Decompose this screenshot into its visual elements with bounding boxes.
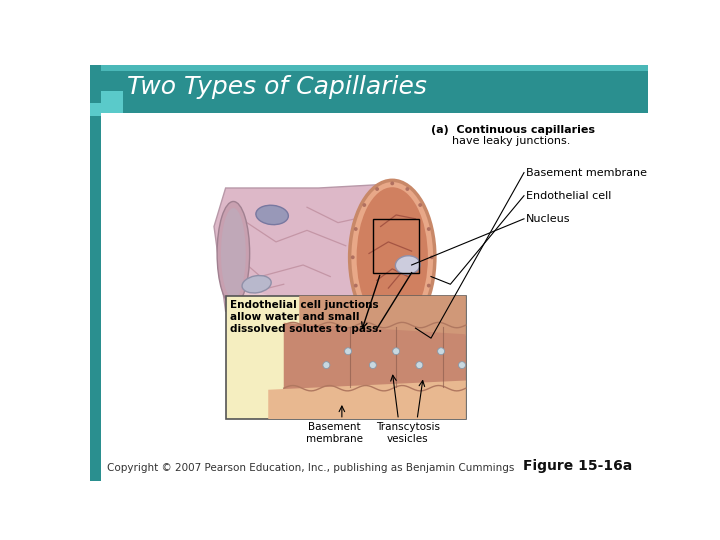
Ellipse shape <box>418 308 422 312</box>
Ellipse shape <box>427 227 431 231</box>
Bar <box>90 65 101 481</box>
Ellipse shape <box>459 362 466 369</box>
Ellipse shape <box>221 208 246 299</box>
Text: (a)  Continuous capillaries: (a) Continuous capillaries <box>431 125 595 135</box>
Ellipse shape <box>392 348 400 355</box>
Ellipse shape <box>354 227 358 231</box>
Ellipse shape <box>356 187 428 327</box>
Text: Copyright © 2007 Pearson Education, Inc., publishing as Benjamin Cummings: Copyright © 2007 Pearson Education, Inc.… <box>107 463 514 473</box>
Ellipse shape <box>405 187 409 191</box>
Bar <box>225 296 466 419</box>
Ellipse shape <box>418 203 422 207</box>
Ellipse shape <box>427 284 431 287</box>
Ellipse shape <box>350 180 435 334</box>
Polygon shape <box>214 184 408 346</box>
Ellipse shape <box>345 348 351 355</box>
Text: have leaky junctions.: have leaky junctions. <box>431 136 570 146</box>
Ellipse shape <box>354 284 358 287</box>
Polygon shape <box>233 238 377 323</box>
Ellipse shape <box>375 323 379 328</box>
Ellipse shape <box>390 329 394 333</box>
Polygon shape <box>300 296 466 336</box>
Ellipse shape <box>323 362 330 369</box>
Bar <box>90 71 648 112</box>
Ellipse shape <box>390 181 394 185</box>
Ellipse shape <box>362 308 366 312</box>
Text: Two Types of Capillaries: Two Types of Capillaries <box>127 75 427 99</box>
Ellipse shape <box>416 362 423 369</box>
Ellipse shape <box>405 323 409 328</box>
Ellipse shape <box>362 203 366 207</box>
Ellipse shape <box>256 205 289 225</box>
Bar <box>90 103 101 117</box>
Bar <box>90 65 648 71</box>
Ellipse shape <box>438 348 444 355</box>
Bar <box>373 219 419 273</box>
Ellipse shape <box>369 362 377 369</box>
Ellipse shape <box>430 255 433 259</box>
Ellipse shape <box>375 187 379 191</box>
Ellipse shape <box>242 275 271 293</box>
Text: Endothelial cell: Endothelial cell <box>526 191 611 201</box>
Ellipse shape <box>217 201 250 306</box>
Bar <box>101 91 122 112</box>
Text: Nucleus: Nucleus <box>526 214 570 224</box>
Text: Endothelial cell junctions
allow water and small
dissolved solutes to pass.: Endothelial cell junctions allow water a… <box>230 300 382 334</box>
Text: Figure 15-16a: Figure 15-16a <box>523 459 632 473</box>
Polygon shape <box>269 381 466 419</box>
Ellipse shape <box>395 256 420 274</box>
Ellipse shape <box>351 255 355 259</box>
Polygon shape <box>284 323 466 390</box>
Text: Transcytosis
vesicles: Transcytosis vesicles <box>376 422 440 444</box>
Text: Basement
membrane: Basement membrane <box>305 422 363 444</box>
Text: Basement membrane: Basement membrane <box>526 167 647 178</box>
